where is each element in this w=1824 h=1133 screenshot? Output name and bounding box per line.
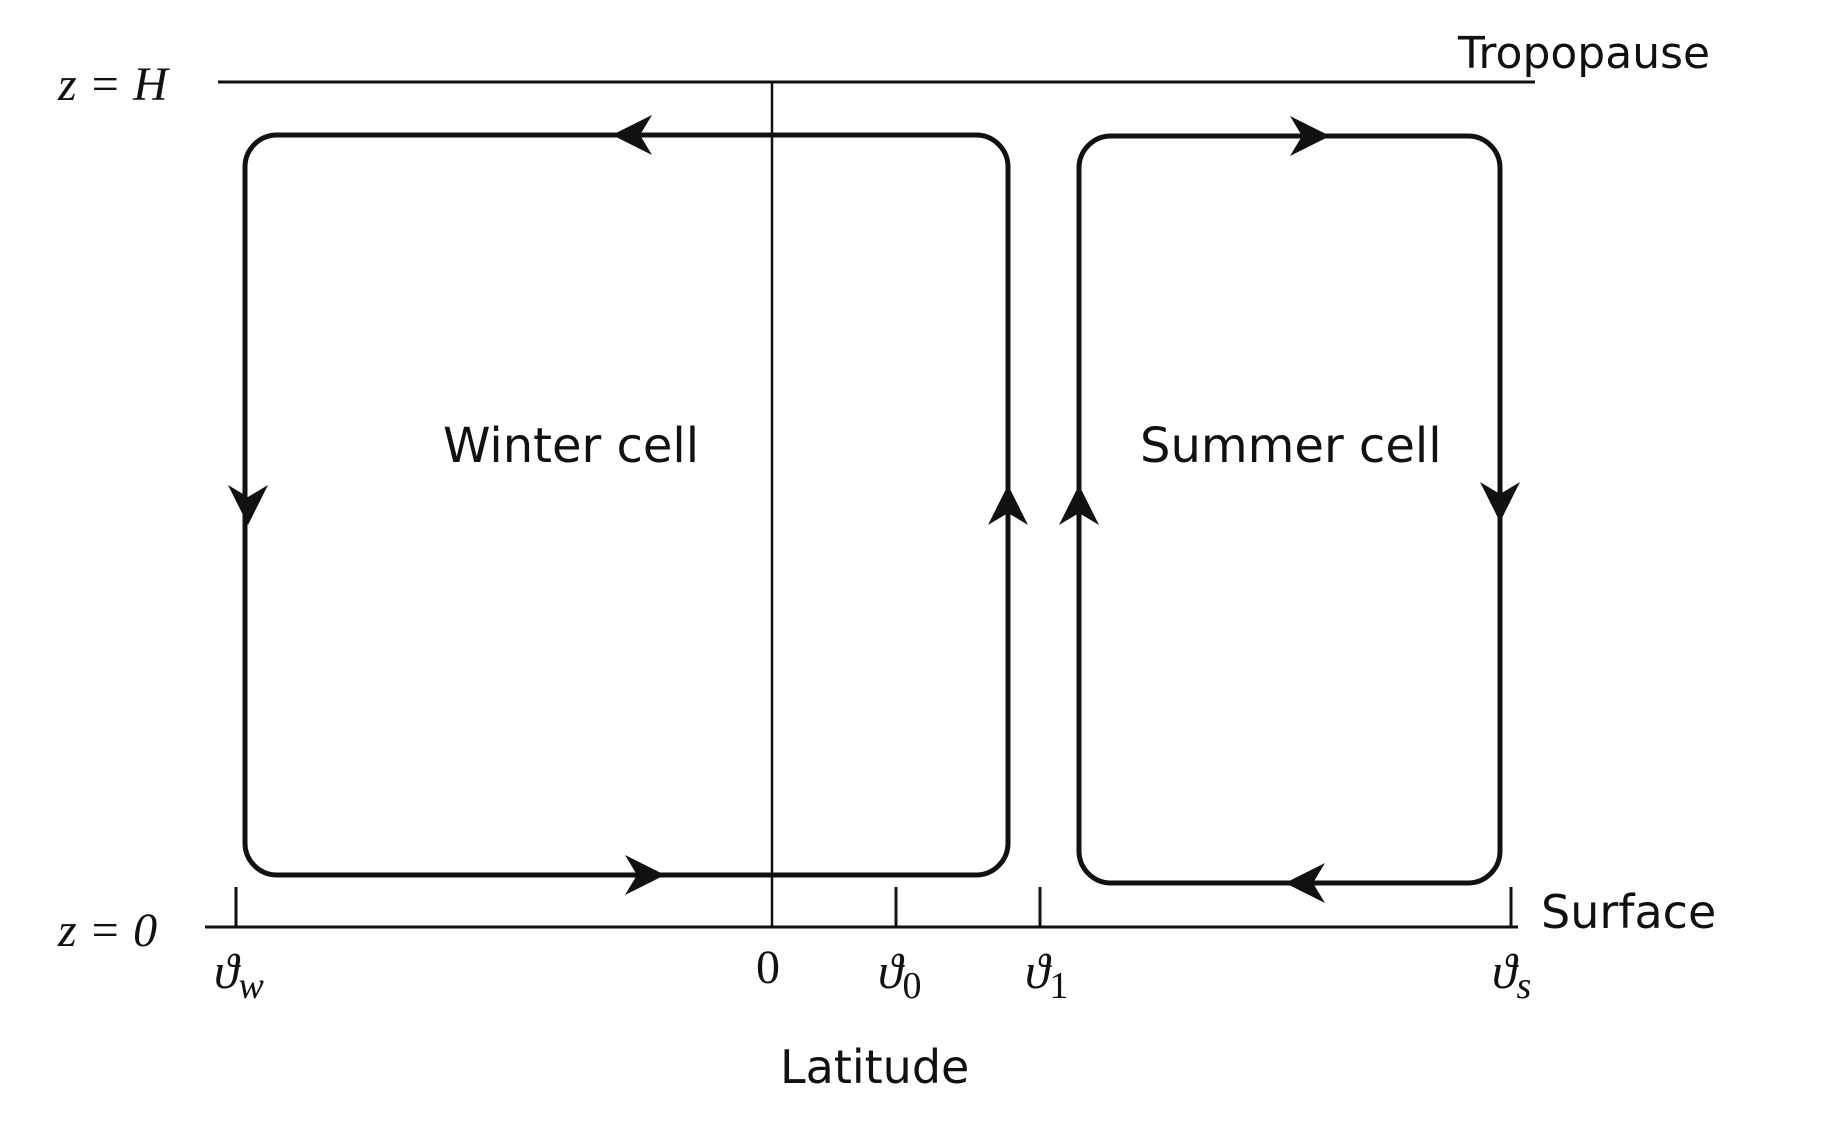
surface-label: Surface	[1541, 885, 1716, 939]
tropopause-label: Tropopause	[1457, 28, 1710, 79]
summer-cell-label: Summer cell	[1140, 418, 1442, 474]
winter-top-arrow	[612, 115, 652, 155]
winter-right-arrow	[988, 485, 1028, 525]
winter-bottom-arrow	[625, 855, 665, 895]
summer-left-arrow	[1059, 485, 1099, 525]
winter-cell-loop	[242, 132, 1011, 878]
tick-label-zero: 0	[756, 941, 780, 994]
summer-bottom-arrow	[1285, 863, 1325, 903]
tick-label-theta-1: ϑ1	[1025, 943, 1069, 1007]
summer-cell-loop	[1076, 133, 1503, 886]
tick-label-theta-0: ϑ0	[878, 943, 922, 1007]
x-axis-label: Latitude	[780, 1040, 969, 1094]
top-level-label: z = H	[57, 58, 170, 111]
summer-top-arrow	[1290, 116, 1330, 156]
bottom-level-label: z = 0	[57, 904, 157, 957]
tick-label-theta-s: ϑs	[1492, 943, 1531, 1007]
winter-left-arrow	[228, 485, 268, 525]
tick-label-theta-w: ϑw	[214, 943, 265, 1007]
winter-cell-label: Winter cell	[443, 418, 699, 474]
summer-right-arrow	[1480, 482, 1520, 522]
